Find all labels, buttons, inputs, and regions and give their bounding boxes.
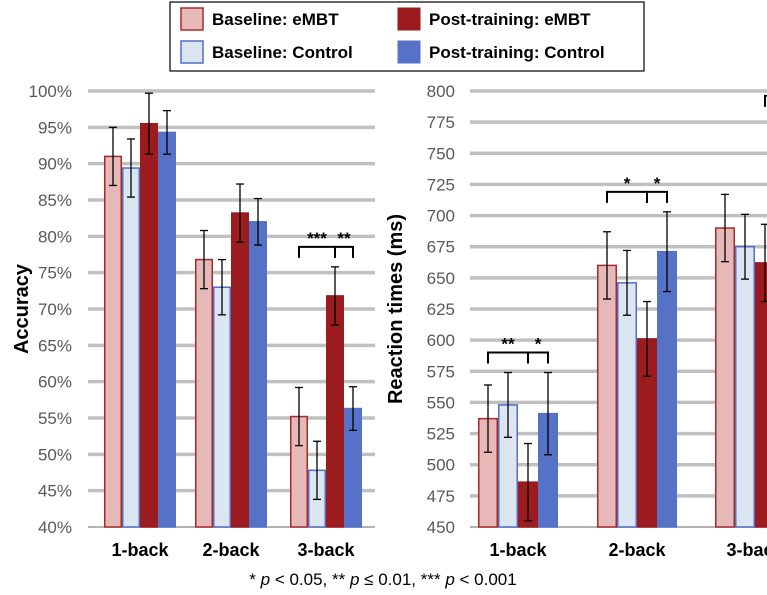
significance-bracket: [527, 351, 549, 364]
bar-1-back-series-1: [122, 167, 140, 528]
significance-bracket: [606, 190, 648, 203]
y-tick-label: 65%: [38, 336, 72, 355]
y-axis-label: Accuracy: [11, 263, 33, 354]
legend-label-baseline-embt: Baseline: eMBT: [212, 10, 339, 29]
bar-2-back-series-0: [597, 264, 617, 528]
significance-marker: ***: [307, 229, 327, 248]
y-tick-label: 800: [427, 82, 455, 101]
y-tick-label: 750: [427, 144, 455, 163]
bar-3-back-series-2: [755, 262, 767, 528]
y-tick-label: 50%: [38, 445, 72, 464]
y-tick-label: 550: [427, 393, 455, 412]
significance-bracket: [298, 245, 336, 258]
y-tick-label: 525: [427, 425, 455, 444]
significance-bracket: [334, 245, 354, 258]
category-label-3-back: 3-back: [297, 540, 355, 560]
legend-swatch-baseline-control: [180, 40, 204, 64]
footnote-part: < 0.05, **: [270, 570, 350, 589]
y-tick-label: 75%: [38, 264, 72, 283]
y-tick-label: 60%: [38, 373, 72, 392]
bar-3-back-series-1: [735, 245, 755, 528]
bar-2-back-series-1: [617, 282, 637, 528]
significance-bracket: [764, 94, 767, 107]
y-tick-label: 775: [427, 113, 455, 132]
category-label-1-back: 1-back: [111, 540, 169, 560]
bar-3-back-series-0: [715, 227, 735, 528]
y-tick-label: 95%: [38, 118, 72, 137]
significance-marker: **: [501, 335, 515, 354]
bar-2-back-series-3: [657, 250, 677, 528]
legend-label-baseline-control: Baseline: Control: [212, 43, 353, 62]
y-tick-label: 500: [427, 456, 455, 475]
y-tick-label: 45%: [38, 482, 72, 501]
category-label-3-back: 3-back: [726, 540, 767, 560]
significance-marker: *: [624, 174, 631, 193]
y-tick-label: 40%: [38, 518, 72, 537]
bar-2-back-series-2: [231, 212, 249, 528]
bar-2-back-series-3: [249, 221, 267, 528]
y-tick-label: 575: [427, 362, 455, 381]
y-tick-label: 70%: [38, 300, 72, 319]
category-label-2-back: 2-back: [608, 540, 666, 560]
footnote-part: *: [249, 570, 260, 589]
y-tick-label: 600: [427, 331, 455, 350]
reaction-time-chart: 450 475 500 525 550 575 600 625 650 675 700 725 750 7…: [385, 82, 767, 560]
footnote-p: p: [349, 570, 359, 589]
bar-2-back-series-1: [213, 286, 231, 528]
y-tick-label: 700: [427, 207, 455, 226]
y-tick-label: 475: [427, 487, 455, 506]
legend-label-post-control: Post-training: Control: [429, 43, 605, 62]
significance-bracket: [646, 190, 668, 203]
category-label-1-back: 1-back: [489, 540, 547, 560]
legend-label-post-embt: Post-training: eMBT: [429, 10, 591, 29]
y-tick-label: 450: [427, 518, 455, 537]
significance-marker: *: [535, 335, 542, 354]
footnote-part: < 0.001: [455, 570, 517, 589]
y-tick-label: 90%: [38, 155, 72, 174]
bar-3-back-series-2: [326, 295, 344, 528]
legend-swatch-baseline-embt: [180, 7, 204, 31]
accuracy-chart: 40% 45% 50% 55% 60% 65% 70% 75% 80% 85% 90% 95% 100%…: [11, 82, 375, 560]
category-label-2-back: 2-back: [202, 540, 260, 560]
legend-swatch-post-embt: [397, 7, 421, 31]
y-tick-label: 725: [427, 175, 455, 194]
bar-1-back-series-2: [140, 122, 158, 528]
y-axis-label: Reaction times (ms): [385, 214, 407, 404]
significance-bracket: [487, 351, 529, 364]
significance-marker: *: [654, 174, 661, 193]
bar-1-back-series-0: [104, 155, 122, 528]
significance-footnote: * p < 0.05, ** p ≤ 0.01, *** p < 0.001: [249, 570, 516, 589]
y-tick-label: 625: [427, 300, 455, 319]
legend: Baseline: eMBT Baseline: Control Post-tr…: [169, 1, 645, 72]
footnote-p: p: [260, 570, 270, 589]
y-tick-label: 650: [427, 269, 455, 288]
y-tick-label: 100%: [29, 82, 72, 101]
significance-marker: **: [337, 229, 351, 248]
footnote-part: ≤ 0.01, ***: [359, 570, 445, 589]
bar-2-back-series-0: [195, 258, 213, 528]
bar-1-back-series-3: [158, 131, 176, 528]
footnote-p: p: [444, 570, 454, 589]
legend-swatch-post-control: [397, 40, 421, 64]
y-tick-label: 675: [427, 238, 455, 257]
y-tick-label: 85%: [38, 191, 72, 210]
y-tick-label: 55%: [38, 409, 72, 428]
y-tick-label: 80%: [38, 227, 72, 246]
